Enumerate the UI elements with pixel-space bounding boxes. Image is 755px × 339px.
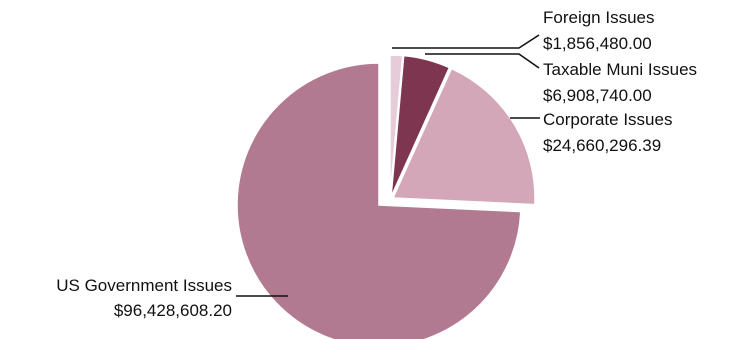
label-us-government-issues-value: $96,428,608.20 [114,301,232,320]
label-taxable-muni-issues-value: $6,908,740.00 [543,86,652,105]
label-foreign-issues-value: $1,856,480.00 [543,34,652,53]
leader-line-taxable-muni-issues [425,53,540,69]
label-taxable-muni-issues-name: Taxable Muni Issues [543,60,697,79]
pie-slice-foreign-issues [389,54,404,198]
pie-slice-us-government-issues [236,62,522,339]
label-foreign-issues-name: Foreign Issues [543,8,655,27]
leader-line-foreign-issues [392,34,540,49]
label-us-government-issues-name: US Government Issues [56,276,232,295]
leader-lines [236,34,540,297]
pie-slice-taxable-muni-issues [390,54,451,198]
pie-slices [236,54,536,339]
pie-slice-corporate-issues [391,67,536,206]
label-corporate-issues-value: $24,660,296.39 [543,136,661,155]
label-corporate-issues-name: Corporate Issues [543,110,672,129]
